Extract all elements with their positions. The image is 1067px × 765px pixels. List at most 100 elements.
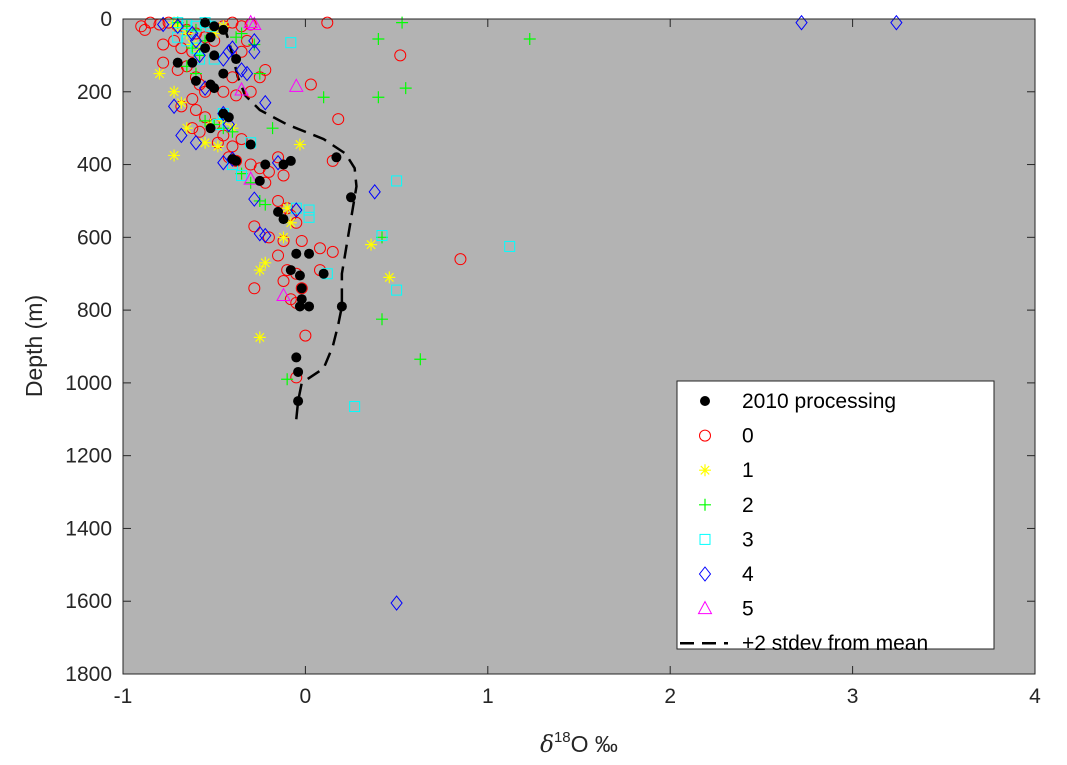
- data-point: [504, 240, 516, 252]
- data-point: [199, 136, 212, 149]
- data-point: [332, 113, 345, 126]
- legend-marker: [700, 396, 710, 406]
- x-axis-label-rest: O ‰: [571, 731, 618, 757]
- data-point: [244, 176, 257, 189]
- data-point: [218, 24, 229, 35]
- data-point: [276, 287, 291, 302]
- data-point: [284, 293, 297, 306]
- y-axis-label: Depth (m): [21, 295, 47, 397]
- legend-label: 3: [742, 528, 754, 551]
- data-point: [299, 329, 312, 342]
- data-point: [186, 25, 199, 42]
- data-point: [205, 32, 216, 43]
- data-point: [394, 49, 407, 62]
- data-point: [157, 38, 170, 51]
- data-point: [368, 184, 381, 200]
- data-marks: [135, 14, 903, 611]
- data-point: [200, 43, 211, 54]
- data-point: [241, 34, 254, 47]
- data-point: [303, 204, 315, 216]
- x-tick-label: 1: [482, 685, 494, 708]
- x-tick-label: 0: [300, 685, 312, 708]
- legend-entry: 2: [699, 494, 754, 517]
- data-point: [372, 91, 385, 104]
- data-point: [208, 27, 221, 40]
- data-point: [321, 16, 334, 29]
- data-point: [383, 271, 396, 284]
- data-point: [253, 67, 266, 80]
- data-point: [193, 125, 206, 138]
- legend-label: 0: [742, 425, 754, 448]
- legend-marker: [699, 533, 711, 545]
- data-point: [209, 21, 220, 32]
- data-point: [294, 270, 305, 281]
- x-axis-label-symbol: δ: [540, 732, 554, 758]
- data-point: [291, 248, 302, 259]
- data-point: [231, 54, 242, 65]
- y-tick-label: 1400: [65, 517, 112, 540]
- series-5: [234, 14, 304, 302]
- data-point: [349, 401, 361, 413]
- legend: 2010 processing 0 1 2 3 4 5 +2 stdev from mean: [676, 380, 995, 655]
- data-point: [281, 202, 294, 215]
- legend-entry: 3: [699, 528, 754, 551]
- series-2010-processing: [172, 17, 356, 407]
- x-tick-label: 4: [1029, 685, 1041, 708]
- data-point: [181, 35, 193, 47]
- data-point: [890, 14, 903, 31]
- data-point: [209, 50, 220, 61]
- legend-box: [676, 380, 995, 650]
- data-point: [235, 27, 248, 40]
- data-point: [189, 134, 203, 151]
- data-point: [254, 175, 265, 186]
- data-point: [296, 283, 307, 294]
- y-tick-label: 200: [77, 81, 112, 104]
- data-point: [260, 159, 271, 170]
- data-point: [414, 353, 427, 366]
- data-point: [193, 49, 206, 62]
- data-point: [454, 253, 467, 266]
- data-point: [285, 37, 297, 49]
- data-point: [235, 62, 248, 78]
- legend-marker: [699, 464, 711, 477]
- data-point: [172, 17, 184, 29]
- data-point: [313, 242, 326, 255]
- axes: -1 0 1 2 3 4 0 200 400 600 800 1000 1200 1400 1600 1800: [65, 8, 1041, 708]
- data-point: [304, 248, 315, 259]
- data-point: [180, 122, 193, 135]
- data-point: [223, 112, 234, 123]
- x-tick-label: 3: [847, 685, 859, 708]
- data-point: [172, 57, 183, 68]
- data-point: [209, 83, 220, 94]
- data-point: [168, 149, 181, 162]
- data-point: [372, 33, 385, 46]
- data-point: [272, 151, 285, 164]
- data-point: [226, 40, 239, 56]
- data-point: [262, 231, 275, 244]
- data-point: [399, 82, 412, 95]
- data-point: [376, 313, 389, 326]
- data-point: [284, 216, 297, 229]
- data-point: [235, 45, 248, 58]
- legend-entry: 1: [699, 459, 754, 482]
- data-point: [189, 33, 203, 49]
- data-point: [153, 67, 166, 80]
- data-point: [234, 81, 249, 96]
- data-point: [376, 230, 388, 242]
- data-point: [211, 140, 224, 153]
- data-point: [303, 211, 315, 223]
- legend-entry: 0: [699, 425, 754, 448]
- legend-label: 4: [742, 563, 754, 586]
- data-point: [295, 282, 308, 295]
- data-point: [199, 114, 212, 127]
- legend-marker: [697, 600, 713, 615]
- data-point: [171, 18, 184, 35]
- data-point: [218, 68, 229, 79]
- data-point: [281, 373, 294, 386]
- data-point: [231, 155, 242, 166]
- legend-marker: [699, 498, 711, 511]
- data-point: [795, 14, 808, 31]
- legend-marker: [699, 429, 711, 442]
- data-point: [172, 31, 184, 43]
- data-point: [304, 301, 315, 312]
